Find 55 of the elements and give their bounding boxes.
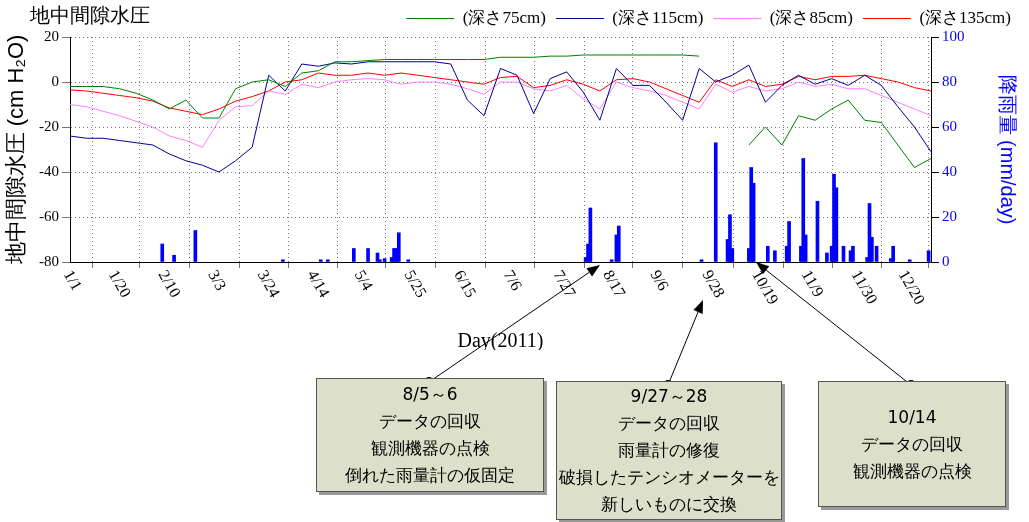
legend-label: (深さ135cm) <box>919 7 1011 27</box>
x-tick-label: 4/14 <box>304 267 334 301</box>
x-tick-label: 7/27 <box>550 267 580 301</box>
x-tick-label: 3/24 <box>254 267 284 301</box>
x-tick-label: 7/6 <box>500 267 526 294</box>
x-tick-label: 1/1 <box>60 267 86 294</box>
y2-tick-label: 60 <box>942 117 957 134</box>
bar <box>281 259 285 262</box>
y-tick-label: -60 <box>39 207 59 224</box>
bar <box>713 142 718 262</box>
bar <box>366 248 370 262</box>
bar <box>801 158 806 262</box>
bar <box>160 243 165 262</box>
y-tick-label: -20 <box>39 117 59 134</box>
y2-axis-title: 降雨量 (mm/day) <box>997 74 1020 225</box>
note-box: 9/27～28 データの回収 雨量計の修復 破損したテンシオメーターを 新しいものに交換 <box>556 381 782 520</box>
bar <box>787 221 791 262</box>
bar <box>406 259 411 262</box>
bar <box>773 250 777 262</box>
x-tick-label: 11/9 <box>798 267 828 300</box>
y2-tick-label: 40 <box>942 162 957 179</box>
y2-tick-label: 80 <box>942 72 957 89</box>
x-tick-label: 2/10 <box>155 267 185 301</box>
bar <box>326 259 330 262</box>
y-tick-label: 0 <box>51 72 59 89</box>
x-tick-label: 5/25 <box>401 267 431 301</box>
x-tick-label: 5/4 <box>351 267 377 294</box>
x-tick-label: 1/20 <box>105 267 135 301</box>
x-tick-label: 6/15 <box>451 267 480 301</box>
bar <box>699 259 704 262</box>
note-box: 8/5～6 データの回収 観測機器の点検 倒れた雨量計の仮固定 <box>316 378 544 492</box>
y-tick-label: -80 <box>39 252 59 269</box>
bar <box>382 258 387 262</box>
y-tick-label: 20 <box>44 27 59 44</box>
y2-tick-label: 100 <box>942 27 965 44</box>
bar <box>352 248 356 262</box>
bar <box>891 245 895 262</box>
y-axis-title: 地中間隙水圧 (cm H₂O) <box>3 34 29 266</box>
bar <box>851 245 855 262</box>
bar <box>172 254 176 262</box>
legend-label: (深さ85cm) <box>769 7 853 27</box>
bar <box>907 259 912 262</box>
x-tick-label: 9/6 <box>647 267 673 294</box>
x-tick-label: 8/17 <box>600 267 629 301</box>
y2-tick-label: 20 <box>942 207 957 224</box>
bar <box>396 232 401 262</box>
legend-label: (深さ75cm) <box>462 7 546 27</box>
y2-tick-label: 0 <box>942 252 950 269</box>
legend-label: (深さ115cm) <box>612 7 704 27</box>
note-box: 10/14 データの回収 観測機器の点検 <box>818 381 1006 507</box>
bar <box>318 259 323 262</box>
x-tick-label: 3/3 <box>205 267 230 294</box>
y-tick-label: -40 <box>39 162 59 179</box>
chart-title: 地中間隙水圧 <box>30 2 150 29</box>
bar <box>616 225 621 262</box>
